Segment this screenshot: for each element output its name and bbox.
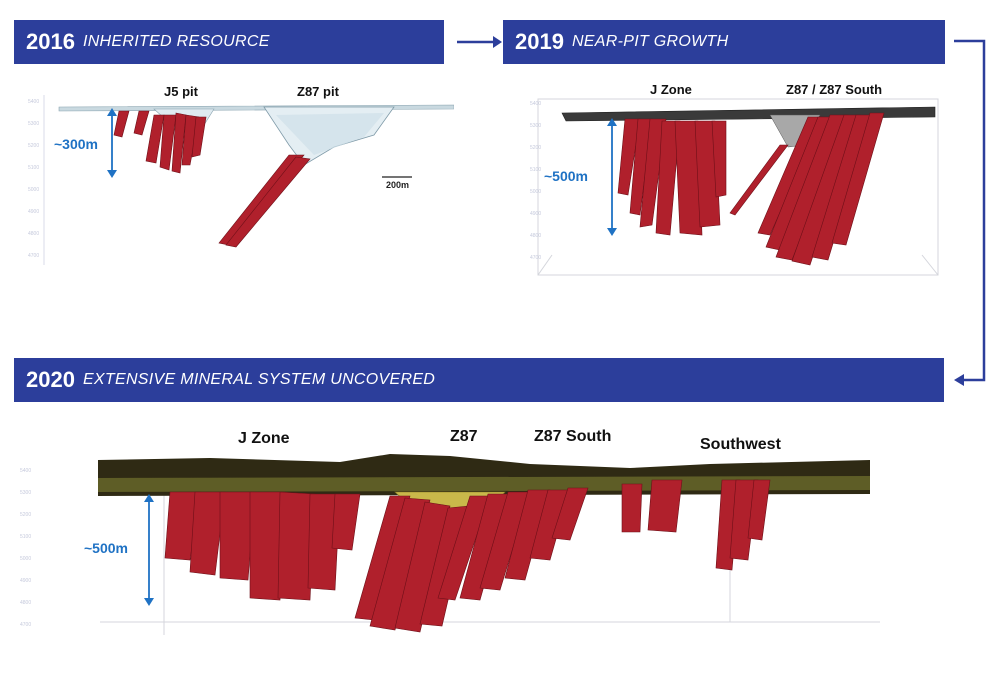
section-2016: 5400 5300 5200 5100 5000 4900 4800 4700 xyxy=(28,95,454,265)
scale-bar-label: 200m xyxy=(386,180,410,190)
banner-2020-year: 2020 xyxy=(26,367,75,392)
svg-text:5300: 5300 xyxy=(530,123,541,129)
svg-text:4800: 4800 xyxy=(20,600,31,606)
banner-2016-subtitle: INHERITED RESOURCE xyxy=(82,33,270,50)
banner-2016-year: 2016 xyxy=(26,29,75,54)
svg-text:5000: 5000 xyxy=(28,187,39,193)
depth-arrow-2016 xyxy=(107,108,117,178)
section-2019: 5400 5300 5200 5100 5000 4900 4800 4700 xyxy=(530,98,939,276)
svg-text:5200: 5200 xyxy=(20,512,31,518)
svg-text:4800: 4800 xyxy=(530,233,541,239)
svg-text:4900: 4900 xyxy=(20,578,31,584)
banner-2016: 2016 INHERITED RESOURCE xyxy=(14,20,444,64)
banner-2019-year: 2019 xyxy=(515,29,564,54)
label-z87-pit: Z87 pit xyxy=(297,84,339,99)
svg-text:5400: 5400 xyxy=(20,468,31,474)
svg-text:5000: 5000 xyxy=(20,556,31,562)
svg-text:4700: 4700 xyxy=(530,255,541,261)
svg-text:5100: 5100 xyxy=(28,165,39,171)
flow-arrow-2016-2019 xyxy=(457,36,502,48)
svg-text:4700: 4700 xyxy=(28,253,39,259)
label-southwest-2020: Southwest xyxy=(700,436,781,453)
banner-2019-subtitle: NEAR-PIT GROWTH xyxy=(571,33,729,50)
depth-label-2020: ~500m xyxy=(84,540,128,556)
label-j-zone-2019: J Zone xyxy=(650,82,692,97)
svg-text:5100: 5100 xyxy=(530,167,541,173)
depth-arrow-2020 xyxy=(144,494,154,606)
svg-text:5200: 5200 xyxy=(28,143,39,149)
banner-2020: 2020 EXTENSIVE MINERAL SYSTEM UNCOVERED xyxy=(14,358,944,402)
svg-text:4700: 4700 xyxy=(20,622,31,628)
svg-text:5400: 5400 xyxy=(530,101,541,107)
label-z87-z87-south-2019: Z87 / Z87 South xyxy=(786,82,883,97)
depth-label-2016: ~300m xyxy=(54,136,98,152)
banner-2019: 2019 NEAR-PIT GROWTH xyxy=(503,20,945,64)
label-z87-south-2020: Z87 South xyxy=(534,428,612,445)
banner-2020-subtitle: EXTENSIVE MINERAL SYSTEM UNCOVERED xyxy=(82,371,436,388)
svg-text:4800: 4800 xyxy=(28,231,39,237)
flow-arrow-2019-2020 xyxy=(954,39,986,386)
svg-text:5000: 5000 xyxy=(530,189,541,195)
label-j-zone-2020: J Zone xyxy=(238,430,290,447)
svg-text:5100: 5100 xyxy=(20,534,31,540)
svg-text:5200: 5200 xyxy=(530,145,541,151)
svg-text:5400: 5400 xyxy=(28,99,39,105)
svg-text:5300: 5300 xyxy=(28,121,39,127)
depth-arrow-2019 xyxy=(607,118,617,236)
depth-label-2019: ~500m xyxy=(544,168,588,184)
svg-text:4900: 4900 xyxy=(530,211,541,217)
svg-text:5300: 5300 xyxy=(20,490,31,496)
label-z87-2020: Z87 xyxy=(450,428,478,445)
section-2020: 5400 5300 5200 5100 5000 4900 4800 4700 xyxy=(20,454,880,635)
label-j5-pit: J5 pit xyxy=(164,84,198,99)
svg-text:4900: 4900 xyxy=(28,209,39,215)
